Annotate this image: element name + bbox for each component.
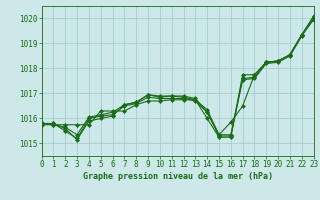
X-axis label: Graphe pression niveau de la mer (hPa): Graphe pression niveau de la mer (hPa) [83, 172, 273, 181]
